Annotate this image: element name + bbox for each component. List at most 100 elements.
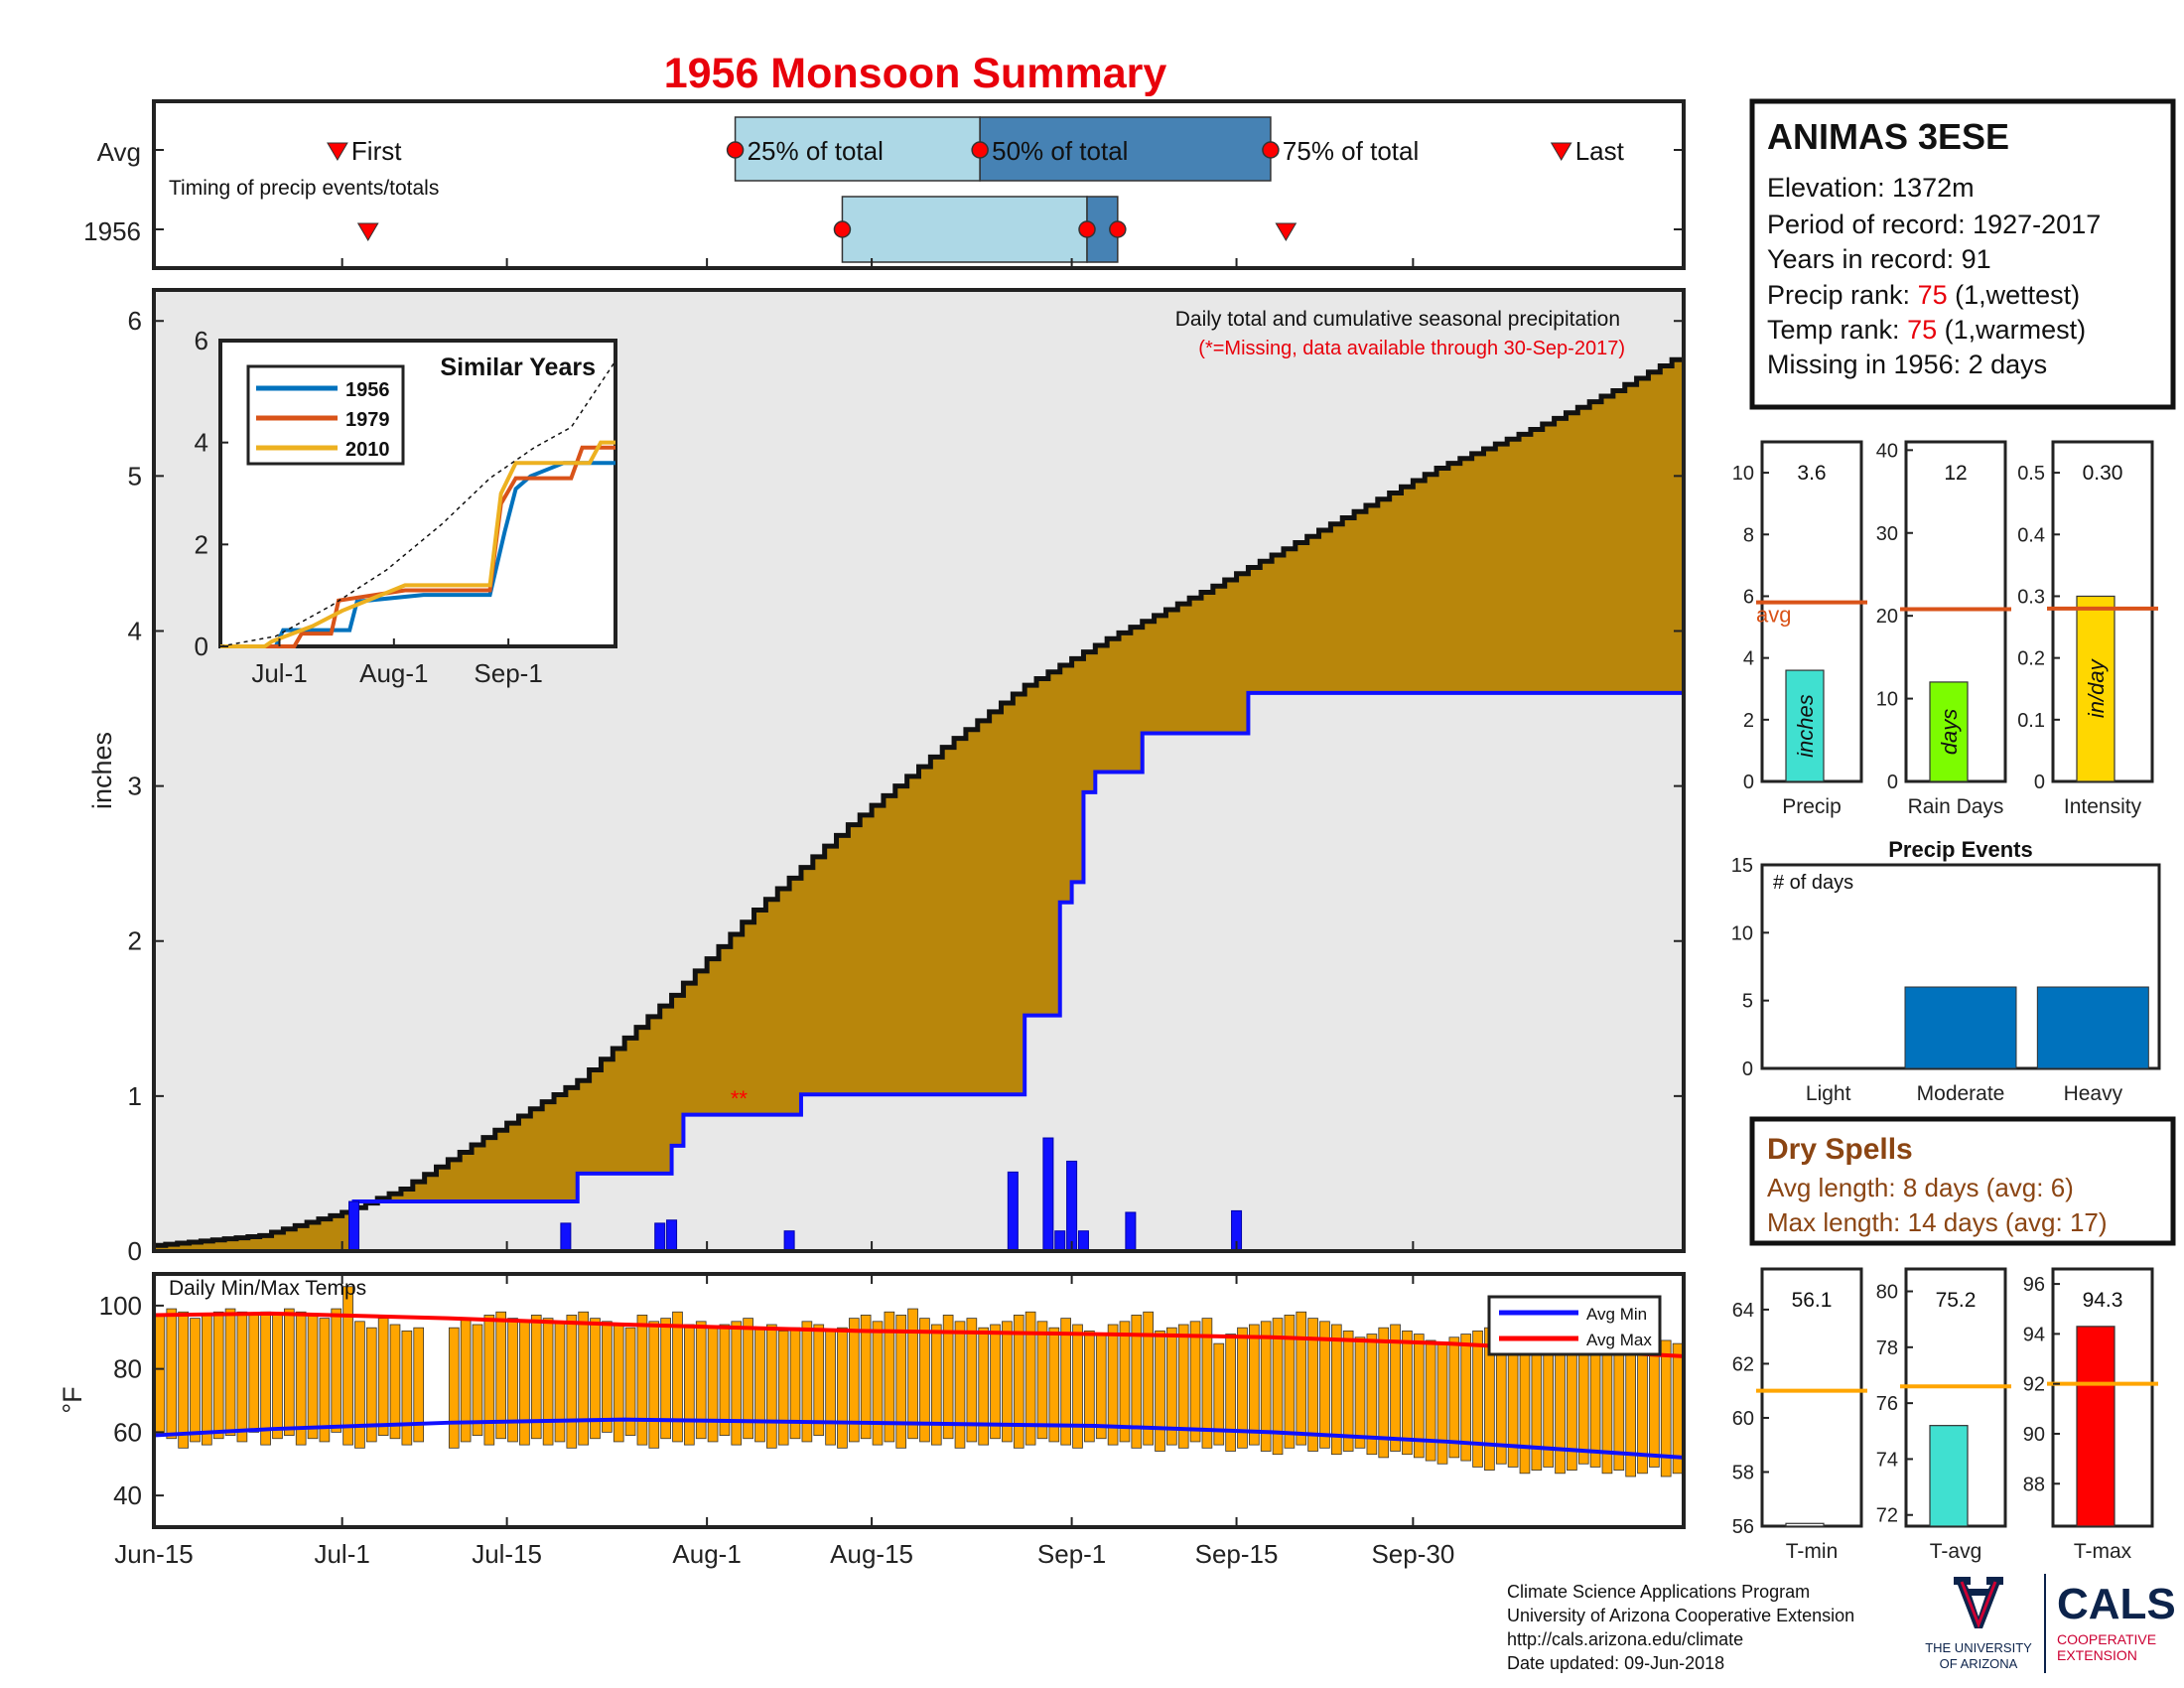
mini-panel-label: Precip xyxy=(1782,795,1842,818)
daily-temp-bar xyxy=(1131,1315,1143,1449)
ua-logo: THE UNIVERSITY OF ARIZONA xyxy=(1925,1577,2032,1671)
daily-temp-bar xyxy=(907,1308,918,1440)
mini-panel-tick-label: 92 xyxy=(2023,1374,2045,1396)
mini-panel-tick-label: 62 xyxy=(1732,1353,1754,1375)
daily-temp-bar xyxy=(895,1315,907,1449)
daily-temp-bar xyxy=(1272,1318,1284,1456)
temps-y-tick-label: 60 xyxy=(113,1417,142,1447)
daily-temp-bar xyxy=(1436,1342,1448,1465)
daily-temp-bar xyxy=(1213,1342,1225,1446)
year-last-marker xyxy=(1275,222,1297,241)
dry-spells-avg-length: Avg length: 8 days (avg: 6) xyxy=(1767,1173,2074,1202)
mini-panel-tick-label: 20 xyxy=(1876,606,1898,628)
daily-temp-bar xyxy=(660,1318,671,1440)
station-name: ANIMAS 3ESE xyxy=(1767,116,2009,157)
similar-years-legend-items: 1956 1979 2010 xyxy=(256,379,390,461)
daily-temp-bar xyxy=(1177,1324,1189,1449)
mini-panel-avg-label: avg xyxy=(1756,603,1791,628)
temp-rank-suffix: (1,warmest) xyxy=(1937,315,2086,345)
mini-panel-tick-label: 64 xyxy=(1732,1300,1754,1322)
daily-temp-bar xyxy=(602,1321,613,1433)
mini-panel-tick-label: 96 xyxy=(2023,1274,2045,1296)
precip-events-bar xyxy=(2036,986,2149,1069)
daily-temp-bar xyxy=(202,1315,212,1446)
daily-temp-bar xyxy=(566,1315,578,1449)
precip-y-tick-label: 2 xyxy=(128,926,142,956)
daily-temp-bar xyxy=(1672,1342,1684,1475)
daily-temp-bar xyxy=(1036,1321,1048,1440)
daily-temp-bar xyxy=(1002,1321,1013,1443)
daily-temp-bar xyxy=(743,1318,753,1440)
daily-temp-bar xyxy=(154,1315,166,1436)
mini-panel-label: T-avg xyxy=(1930,1540,1982,1563)
daily-temp-bar xyxy=(401,1330,413,1446)
daily-temp-bar xyxy=(1060,1318,1071,1446)
mini-panel-value: 3.6 xyxy=(1797,462,1826,485)
cals-logo-text: CALS xyxy=(2057,1580,2176,1628)
daily-temp-bar xyxy=(212,1311,224,1440)
avg-p50-marker xyxy=(971,141,989,159)
daily-temp-bar xyxy=(495,1311,507,1440)
daily-temp-bar xyxy=(1260,1321,1272,1452)
mini-panel-tick-label: 4 xyxy=(1743,648,1754,670)
similar-years-line-1956 xyxy=(220,461,615,648)
ua-logo-text-2: OF ARIZONA xyxy=(1940,1656,2018,1671)
daily-temp-bar xyxy=(295,1311,307,1446)
daily-temp-bar xyxy=(1013,1315,1024,1449)
daily-temp-bar xyxy=(1296,1311,1307,1446)
mini-panel-label: T-max xyxy=(2074,1540,2132,1563)
mini-panel-tick-label: 0.5 xyxy=(2017,463,2045,485)
date-tick-label: Sep-1 xyxy=(1037,1539,1106,1569)
precip-y-tick-label: 4 xyxy=(128,616,142,645)
year-p50-marker xyxy=(1078,220,1096,238)
daily-temp-bar xyxy=(530,1315,542,1440)
temps-legend xyxy=(1487,1295,1662,1356)
daily-temp-bar xyxy=(178,1311,189,1449)
daily-temp-bar xyxy=(1649,1345,1660,1468)
mini-panel-tick-label: 80 xyxy=(1876,1282,1898,1304)
mini-panel-tick-label: 40 xyxy=(1876,440,1898,462)
daily-temp-bar xyxy=(801,1321,813,1443)
timing-marks: First 25% of total 50% of total 75% of tota… xyxy=(154,116,1684,263)
mini-panel-bar xyxy=(1785,669,1825,782)
year-cumulative-fill xyxy=(154,692,1684,1251)
mini-panel-value: 0.30 xyxy=(2083,462,2123,485)
similar-legend-label: 1956 xyxy=(345,379,390,401)
daily-temp-bar xyxy=(1237,1327,1248,1449)
daily-temp-bar xyxy=(1390,1324,1401,1452)
page-title: 1956 Monsoon Summary xyxy=(664,50,1167,97)
precip-rank-value: 75 xyxy=(1918,280,1948,310)
precip-y-ticks: 0 1 2 3 4 5 6 xyxy=(128,306,1684,1266)
mini-panel-bar xyxy=(2076,595,2116,782)
daily-temp-bar xyxy=(1072,1324,1083,1449)
avg-last-marker xyxy=(1550,142,1572,161)
daily-temp-bar xyxy=(1024,1311,1036,1446)
year-p75-marker xyxy=(1109,220,1127,238)
daily-temp-bar xyxy=(695,1321,707,1440)
daily-temp-bar xyxy=(1342,1330,1354,1452)
avg-min-line xyxy=(153,1417,1685,1460)
daily-precip-bar xyxy=(783,1230,795,1252)
mini-panel-tick-label: 56 xyxy=(1732,1516,1754,1538)
date-tick-label: Aug-1 xyxy=(672,1539,741,1569)
daily-temp-bar xyxy=(554,1321,566,1443)
daily-temp-bar xyxy=(413,1327,425,1443)
precip-events-panel: Precip Events # of days Light Moderate Hea… xyxy=(1731,837,2161,1105)
daily-temp-bar xyxy=(260,1311,271,1446)
station-period: Period of record: 1927-2017 xyxy=(1767,210,2101,239)
similar-years-ticks: 0 2 4 6 Jul-1 Aug-1 Sep-1 xyxy=(195,326,543,688)
daily-temp-bar xyxy=(766,1324,777,1449)
daily-temp-bar xyxy=(377,1318,389,1436)
year-25-50-box xyxy=(841,196,1088,263)
temps-caption: Daily Min/Max Temps xyxy=(169,1277,366,1300)
daily-temp-bar xyxy=(1366,1334,1378,1456)
station-precip-rank: Precip rank: 75 (1,wettest) xyxy=(1767,280,2080,310)
daily-temp-bar xyxy=(1330,1324,1342,1456)
daily-temp-bar xyxy=(1143,1311,1154,1446)
mini-precip-panels: avg 3.6 0 2 4 6 8 10 inches Precip 12 0 10 20 30 40 days… xyxy=(1732,440,2158,818)
daily-precip-bar xyxy=(1125,1211,1137,1252)
daily-temp-bar xyxy=(1107,1324,1119,1446)
footer-line-3: http://cals.arizona.edu/climate xyxy=(1507,1629,1743,1649)
daily-temp-bar xyxy=(319,1318,331,1443)
